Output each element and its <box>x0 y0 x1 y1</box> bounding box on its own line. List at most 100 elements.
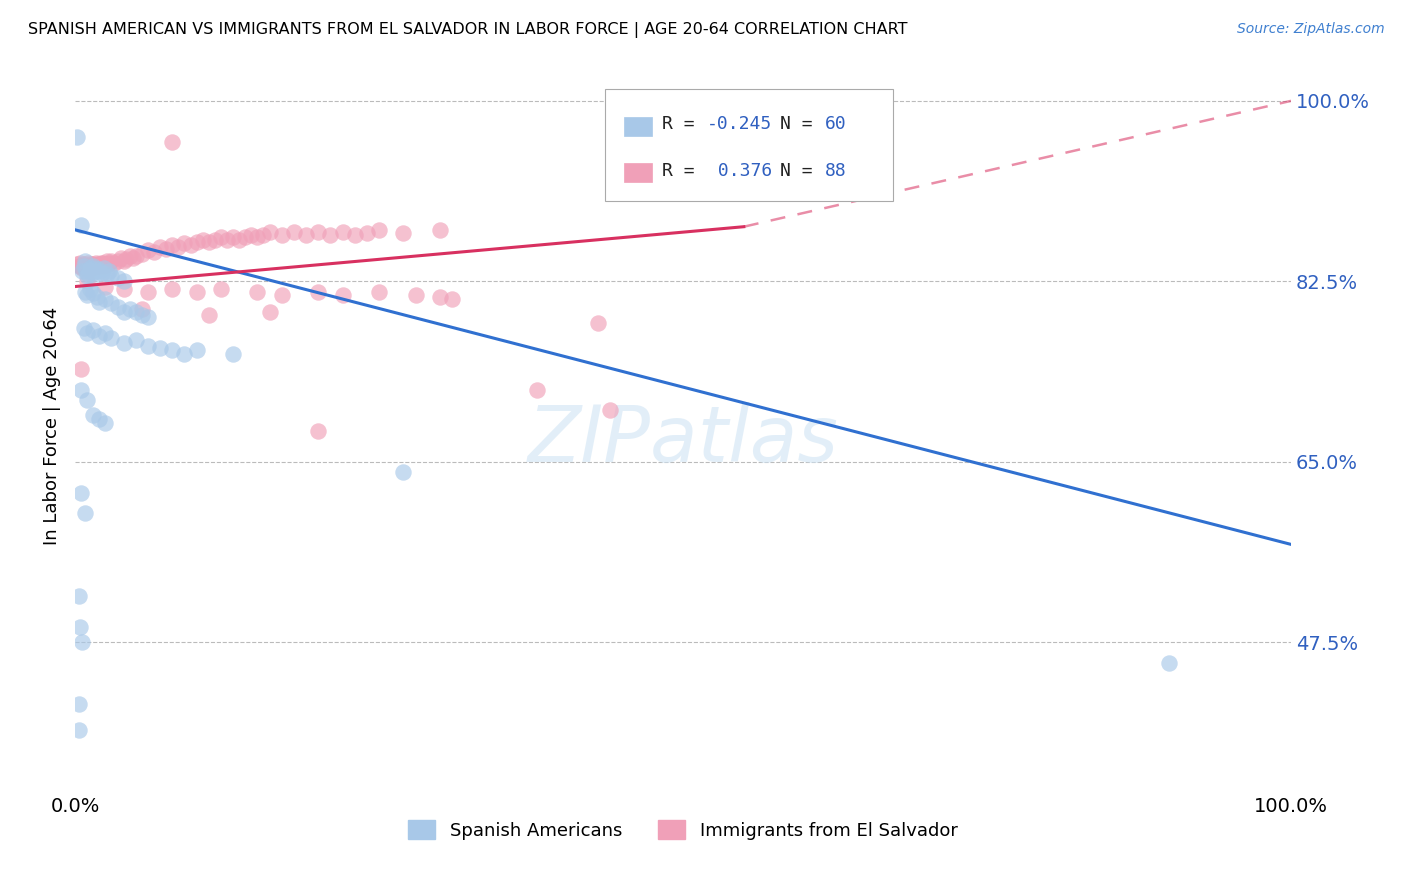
Point <box>91 256 114 270</box>
Point <box>72 635 94 649</box>
Point <box>89 411 111 425</box>
Point <box>259 305 281 319</box>
Point <box>270 227 292 242</box>
Point <box>70 486 93 500</box>
Point <box>118 249 141 263</box>
Point <box>125 249 148 263</box>
Point <box>162 135 184 149</box>
Point <box>112 336 135 351</box>
Point <box>125 333 148 347</box>
Point <box>73 507 96 521</box>
Point <box>77 267 100 281</box>
Point <box>143 245 166 260</box>
Point <box>623 166 645 180</box>
Point <box>100 331 122 345</box>
Point <box>162 238 184 252</box>
Point <box>79 282 101 296</box>
Point <box>82 257 104 271</box>
Point <box>136 244 159 258</box>
Point <box>246 230 269 244</box>
Point <box>96 267 118 281</box>
Point <box>343 227 366 242</box>
Point <box>76 259 98 273</box>
Point <box>440 292 463 306</box>
Point <box>76 287 98 301</box>
Point <box>86 259 108 273</box>
Point <box>270 287 292 301</box>
Point <box>94 326 117 340</box>
Point <box>180 238 202 252</box>
Point <box>73 285 96 299</box>
Point <box>66 257 89 271</box>
Point <box>103 256 125 270</box>
Text: 60: 60 <box>825 115 846 134</box>
Text: N =: N = <box>780 115 824 134</box>
Point <box>233 230 256 244</box>
Text: 0.376: 0.376 <box>707 161 772 179</box>
Point <box>228 233 250 247</box>
Point <box>70 362 93 376</box>
Point <box>66 130 89 145</box>
Point <box>70 259 93 273</box>
Point <box>89 329 111 343</box>
Point <box>155 243 177 257</box>
Point <box>73 259 96 273</box>
Y-axis label: In Labor Force | Age 20-64: In Labor Force | Age 20-64 <box>44 307 60 545</box>
Point <box>76 392 98 407</box>
Point <box>162 343 184 358</box>
Point <box>149 240 172 254</box>
Point <box>295 227 318 242</box>
Point <box>94 257 117 271</box>
Point <box>98 264 121 278</box>
Point <box>89 295 111 310</box>
Point <box>405 287 427 301</box>
Point <box>112 282 135 296</box>
Point <box>98 256 121 270</box>
Point <box>307 424 329 438</box>
Point <box>526 383 548 397</box>
Point <box>67 698 90 712</box>
Point <box>149 342 172 356</box>
Point <box>1159 656 1181 670</box>
Point <box>162 282 184 296</box>
Point <box>191 233 214 247</box>
Point <box>131 302 153 317</box>
Point <box>100 296 122 310</box>
Point <box>197 235 219 249</box>
Point <box>87 257 110 271</box>
Text: Source: ZipAtlas.com: Source: ZipAtlas.com <box>1237 22 1385 37</box>
Point <box>259 225 281 239</box>
Point <box>87 262 110 277</box>
Point <box>86 267 108 281</box>
Point <box>80 257 103 271</box>
Point <box>107 300 129 314</box>
Point <box>599 403 621 417</box>
Point <box>70 218 93 232</box>
Point <box>197 309 219 323</box>
Point <box>90 266 112 280</box>
Point <box>82 285 104 300</box>
Point <box>72 259 94 273</box>
Point <box>332 287 354 301</box>
Point <box>77 256 100 270</box>
Point <box>76 326 98 340</box>
Point <box>72 264 94 278</box>
Point <box>131 309 153 323</box>
Point <box>222 346 245 360</box>
Point <box>86 290 108 304</box>
Point <box>209 230 232 244</box>
Point <box>90 257 112 271</box>
Point <box>80 266 103 280</box>
Point <box>136 285 159 299</box>
Point <box>429 223 451 237</box>
Point <box>215 233 238 247</box>
Point <box>222 230 245 244</box>
Point <box>112 274 135 288</box>
Point <box>80 260 103 275</box>
Point <box>118 302 141 317</box>
Point <box>94 416 117 430</box>
Point <box>72 257 94 271</box>
Point <box>173 346 195 360</box>
Point <box>356 226 378 240</box>
Point <box>75 264 97 278</box>
